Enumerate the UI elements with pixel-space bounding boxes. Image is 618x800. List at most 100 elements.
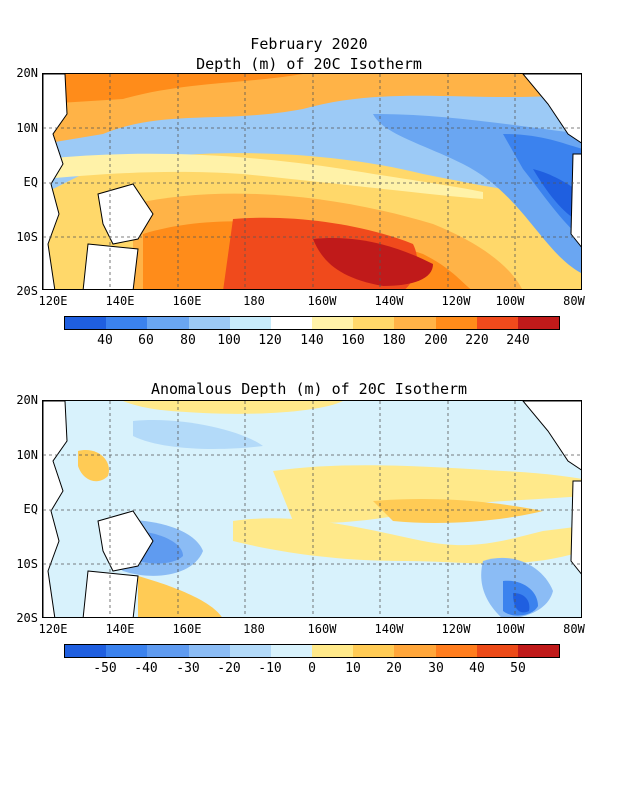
top-lon-160e: 160E bbox=[172, 294, 202, 308]
top-cb-swatch-11 bbox=[517, 317, 560, 329]
top-land-south-america bbox=[570, 153, 581, 248]
top-cb-swatch-7 bbox=[353, 317, 395, 329]
bottom-title: Anomalous Depth (m) of 20C Isotherm bbox=[150, 380, 468, 398]
top-lon-120e: 120E bbox=[38, 294, 68, 308]
top-cb-label-140: 140 bbox=[300, 333, 324, 348]
bottom-lon-140w: 140W bbox=[374, 622, 404, 636]
top-lon-160w: 160W bbox=[307, 294, 337, 308]
top-cb-label-40: 40 bbox=[97, 333, 113, 348]
top-lon-140w: 140W bbox=[374, 294, 404, 308]
bottom-lon-180: 180 bbox=[243, 622, 265, 636]
bottom-lon-160e: 160E bbox=[172, 622, 202, 636]
top-cb-swatch-3 bbox=[188, 317, 230, 329]
top-cb-label-80: 80 bbox=[180, 333, 196, 348]
bottom-cb-swatch-6 bbox=[312, 645, 354, 657]
bottom-cb-swatch-4 bbox=[229, 645, 271, 657]
top-cb-swatch-1 bbox=[106, 317, 148, 329]
bottom-lon-120e: 120E bbox=[38, 622, 68, 636]
top-cb-swatch-4 bbox=[229, 317, 271, 329]
top-lat-10n: 10N bbox=[16, 121, 38, 135]
top-south-hot-core bbox=[313, 238, 433, 286]
bottom-north-neg-patch bbox=[133, 420, 263, 449]
top-lon-120w: 120W bbox=[441, 294, 471, 308]
top-lat-eq: EQ bbox=[23, 175, 38, 189]
bottom-lat-20s: 20S bbox=[16, 611, 38, 625]
top-map-panel bbox=[42, 73, 582, 290]
bottom-land-australia bbox=[82, 570, 139, 617]
bottom-lon-100w: 100W bbox=[495, 622, 525, 636]
top-land-australia bbox=[82, 243, 139, 289]
top-title-line2: Depth (m) of 20C Isotherm bbox=[196, 55, 422, 73]
bottom-cb-swatch-5 bbox=[270, 645, 313, 657]
top-north-warm-core bbox=[43, 74, 303, 104]
top-cb-swatch-8 bbox=[394, 317, 436, 329]
top-cb-swatch-0 bbox=[65, 317, 107, 329]
bottom-cb-swatch-9 bbox=[435, 645, 477, 657]
bottom-cb-swatch-2 bbox=[147, 645, 189, 657]
top-land-central-america bbox=[522, 74, 581, 144]
bottom-map-panel bbox=[42, 400, 582, 618]
bottom-southeast-cold-core bbox=[513, 593, 530, 613]
bottom-cb-label-m20: -20 bbox=[217, 661, 241, 676]
top-cb-swatch-10 bbox=[476, 317, 518, 329]
bottom-lon-160w: 160W bbox=[307, 622, 337, 636]
top-lat-20s: 20S bbox=[16, 284, 38, 298]
bottom-cb-swatch-7 bbox=[353, 645, 395, 657]
top-cb-label-100: 100 bbox=[217, 333, 241, 348]
bottom-cb-label-0: 0 bbox=[308, 661, 316, 676]
bottom-colorbar bbox=[64, 644, 560, 658]
bottom-land-south-america bbox=[570, 480, 581, 575]
top-cb-swatch-5 bbox=[270, 317, 313, 329]
bottom-cb-label-30: 30 bbox=[428, 661, 444, 676]
bottom-equatorial-core bbox=[373, 499, 543, 523]
top-lon-140e: 140E bbox=[105, 294, 135, 308]
bottom-grid bbox=[43, 401, 581, 617]
bottom-lat-20n: 20N bbox=[16, 393, 38, 407]
top-east-cool-core bbox=[503, 134, 581, 238]
bottom-lat-10n: 10N bbox=[16, 448, 38, 462]
bottom-lon-80w: 80W bbox=[563, 622, 585, 636]
bottom-lat-10s: 10S bbox=[16, 557, 38, 571]
top-lon-100w: 100W bbox=[495, 294, 525, 308]
bottom-cb-label-40: 40 bbox=[469, 661, 485, 676]
top-cb-label-60: 60 bbox=[138, 333, 154, 348]
bottom-south-pos-band bbox=[233, 518, 581, 564]
top-cb-label-180: 180 bbox=[382, 333, 406, 348]
top-land-new-guinea bbox=[97, 183, 154, 245]
top-cb-label-160: 160 bbox=[341, 333, 365, 348]
top-cb-label-220: 220 bbox=[465, 333, 489, 348]
top-lon-180: 180 bbox=[243, 294, 265, 308]
top-title-line1: February 2020 bbox=[250, 35, 368, 53]
bottom-cb-swatch-8 bbox=[394, 645, 436, 657]
top-cb-swatch-6 bbox=[312, 317, 354, 329]
bottom-cb-label-50: 50 bbox=[510, 661, 526, 676]
bottom-cb-label-m10: -10 bbox=[258, 661, 282, 676]
top-grid bbox=[43, 74, 581, 289]
bottom-cb-label-m30: -30 bbox=[176, 661, 200, 676]
bottom-equatorial-pos-band bbox=[273, 465, 581, 523]
bottom-cb-swatch-0 bbox=[65, 645, 107, 657]
bottom-cb-label-20: 20 bbox=[386, 661, 402, 676]
top-cb-swatch-2 bbox=[147, 317, 189, 329]
top-map-svg bbox=[43, 74, 581, 289]
top-colorbar bbox=[64, 316, 560, 330]
top-cb-label-240: 240 bbox=[506, 333, 530, 348]
top-cb-label-200: 200 bbox=[424, 333, 448, 348]
top-lat-20n: 20N bbox=[16, 66, 38, 80]
top-cb-swatch-9 bbox=[435, 317, 477, 329]
top-east-cold-core bbox=[533, 169, 581, 223]
bottom-cb-label-10: 10 bbox=[345, 661, 361, 676]
bottom-land-central-america bbox=[522, 401, 581, 471]
top-lat-10s: 10S bbox=[16, 230, 38, 244]
bottom-north-pos-band bbox=[123, 401, 343, 414]
bottom-lon-120w: 120W bbox=[441, 622, 471, 636]
bottom-lat-eq: EQ bbox=[23, 502, 38, 516]
bottom-lon-140e: 140E bbox=[105, 622, 135, 636]
top-cb-label-120: 120 bbox=[258, 333, 282, 348]
bottom-map-svg bbox=[43, 401, 581, 617]
bottom-cb-label-m40: -40 bbox=[134, 661, 158, 676]
bottom-cb-swatch-3 bbox=[188, 645, 230, 657]
top-lon-80w: 80W bbox=[563, 294, 585, 308]
bottom-cb-swatch-11 bbox=[517, 645, 560, 657]
bottom-cb-label-m50: -50 bbox=[93, 661, 117, 676]
